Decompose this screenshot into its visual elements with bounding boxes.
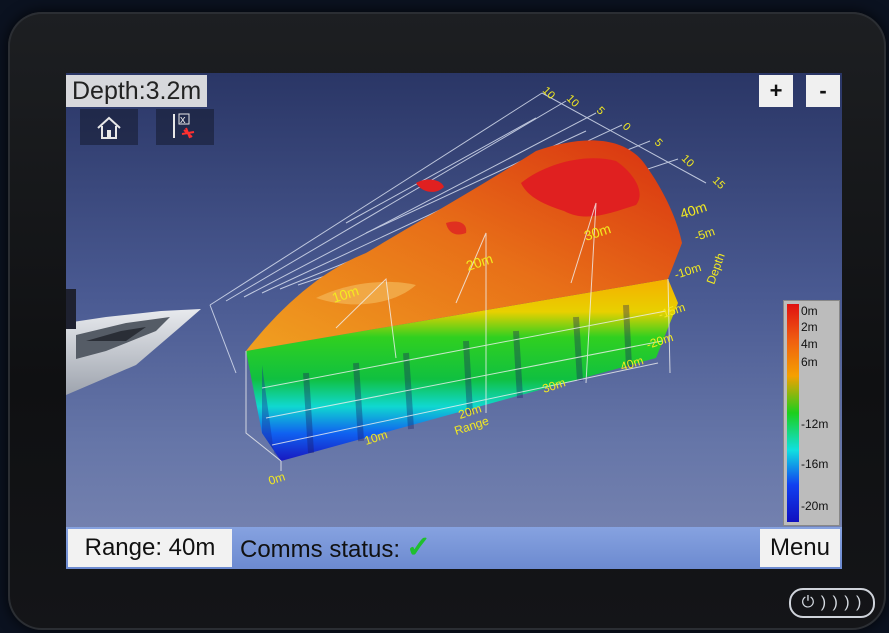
sonar-screen: 10m 20m 30m 40m 0m 10m 20m 30m 40m Range…	[66, 73, 842, 569]
home-icon	[97, 116, 121, 139]
waypoint-button[interactable]: x	[156, 109, 214, 145]
waypoint-marker-icon: x	[173, 113, 195, 139]
side-mark: 0	[620, 121, 633, 134]
legend-label: 0m	[801, 304, 818, 318]
checkmark-icon: ✓	[406, 531, 432, 564]
zoom-out-button[interactable]: -	[806, 75, 840, 107]
legend-label: -20m	[801, 499, 829, 513]
legend-label: 4m	[801, 337, 818, 351]
side-mark: 15	[710, 175, 727, 192]
sonar-side-face	[246, 279, 678, 461]
side-mark: 10	[564, 93, 581, 110]
range-mark-top: 40m	[678, 198, 709, 222]
range-mark-bottom: 30m	[541, 375, 568, 396]
legend-color-bar	[787, 304, 799, 522]
depth-mark: -10m	[673, 260, 703, 282]
depth-mark: -5m	[693, 224, 717, 244]
range-mark-bottom: 20m	[457, 401, 484, 422]
legend-label: 6m	[801, 355, 818, 369]
legend-label: -12m	[801, 417, 829, 431]
comms-status-label: Comms status:	[240, 536, 401, 563]
zoom-in-button[interactable]: +	[759, 75, 793, 107]
range-mark-bottom: 10m	[363, 427, 390, 448]
power-icon: ⏻ ) ) ) )	[801, 594, 863, 611]
power-button[interactable]: ⏻ ) ) ) )	[789, 588, 875, 618]
depth-readout: Depth:3.2m	[66, 75, 208, 107]
sonar-3d-view[interactable]: 10m 20m 30m 40m 0m 10m 20m 30m 40m Range…	[66, 73, 842, 569]
status-bar: Range: 40m Comms status: ✓ Menu	[66, 527, 842, 569]
range-mark-bottom: 40m	[619, 353, 646, 374]
vessel-icon	[66, 309, 201, 395]
legend-label: 2m	[801, 320, 818, 334]
side-mark: 10	[679, 153, 696, 170]
side-mark: 5	[652, 137, 665, 150]
side-panel-tab[interactable]	[66, 289, 76, 329]
menu-button[interactable]: Menu	[760, 529, 840, 567]
range-mark-bottom: 0m	[267, 469, 287, 487]
svg-text:x: x	[180, 114, 186, 126]
comms-status: Comms status: ✓	[240, 529, 431, 567]
depth-axis-label: Depth	[704, 251, 728, 286]
legend-label: -16m	[801, 457, 829, 471]
side-mark: 5	[594, 105, 607, 118]
range-button[interactable]: Range: 40m	[68, 529, 232, 567]
home-button[interactable]	[80, 109, 138, 145]
depth-color-legend: 0m 2m 4m 6m -12m -16m -20m	[783, 300, 840, 526]
side-mark: 10	[540, 85, 557, 102]
